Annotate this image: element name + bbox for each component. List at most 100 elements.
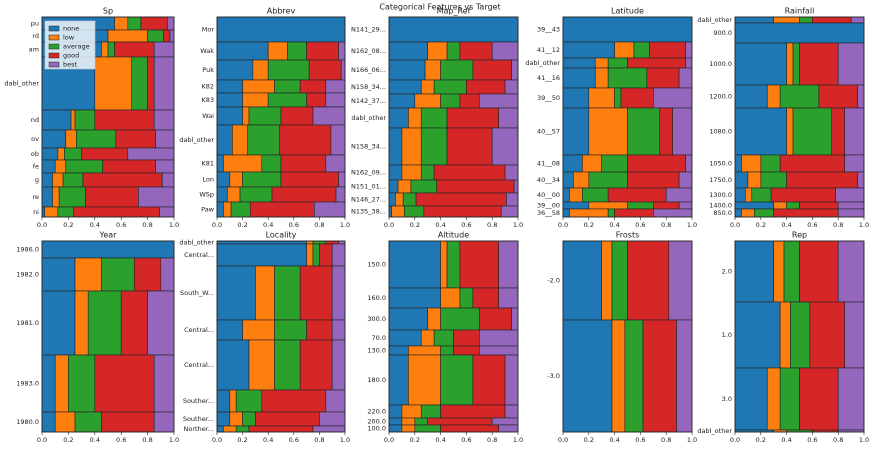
mosaic-segment: [216, 124, 233, 156]
plot-frame: [734, 16, 865, 218]
mosaic-segment: [391, 205, 405, 218]
mosaic-segment: [478, 93, 519, 109]
y-tick-label: 1986.0: [16, 246, 39, 254]
mosaic-segment: [799, 16, 813, 24]
mosaic-segment: [627, 240, 670, 321]
mosaic-segment: [235, 389, 263, 413]
mosaic-segment: [388, 329, 422, 347]
x-tick-label: 0.8: [833, 221, 843, 229]
y-tick-label: 160.0: [367, 294, 386, 302]
mosaic-segment: [835, 187, 865, 203]
mosaic-segment: [614, 87, 622, 109]
y-tick-label: am: [29, 46, 39, 54]
mosaic-segment: [506, 192, 519, 207]
mosaic-segment: [54, 411, 76, 433]
mosaic-segment: [216, 425, 224, 433]
mosaic-segment: [627, 201, 654, 210]
x-tick-label: 1.0: [513, 221, 523, 229]
legend-label: none: [63, 25, 79, 33]
x-tick-label: 0.6: [116, 436, 126, 444]
mosaic-segment: [734, 84, 768, 109]
mosaic-segment: [161, 172, 175, 188]
mosaic-segment: [436, 179, 515, 194]
mosaic-segment: [627, 107, 661, 156]
mosaic-segment: [299, 79, 327, 94]
mosaic-segment: [734, 201, 775, 210]
mosaic-segment: [792, 42, 800, 86]
mosaic-segment: [446, 127, 493, 166]
mosaic-segment: [65, 159, 104, 174]
mosaic-segment: [255, 411, 320, 427]
mosaic-segment: [850, 16, 865, 24]
mosaic-segment: [668, 240, 693, 321]
mosaic-segment: [562, 107, 590, 156]
mosaic-segment: [52, 172, 64, 188]
mosaic-segment: [607, 187, 667, 203]
mosaic-segment: [271, 186, 337, 203]
mosaic-segment: [424, 59, 441, 81]
mosaic-segment: [459, 93, 480, 109]
legend-label: low: [63, 34, 75, 42]
y-tick-label: 1000.0: [709, 60, 732, 68]
mosaic-segment: [216, 339, 250, 391]
mosaic-segment: [741, 208, 755, 218]
mosaic-segment: [388, 16, 519, 43]
mosaic-segment: [216, 201, 224, 218]
mosaic-segment: [837, 367, 865, 431]
mosaic-segment: [249, 201, 315, 218]
y-tick-label: ov: [31, 135, 39, 143]
mosaic-segment: [773, 16, 800, 24]
mosaic-segment: [498, 107, 519, 129]
y-tick-label: 3.0: [722, 395, 732, 403]
subplot-title: Rep: [792, 231, 807, 240]
mosaic-segment: [498, 287, 519, 309]
mosaic-segment: [857, 171, 865, 189]
mosaic-segment: [388, 192, 396, 207]
mosaic-segment: [844, 154, 865, 173]
mosaic-segment: [562, 87, 590, 109]
y-tick-label: N158_34...: [351, 83, 386, 91]
legend-swatch: [48, 25, 60, 32]
mosaic-segment: [216, 106, 243, 126]
mosaic-segment: [818, 84, 858, 109]
y-tick-label: 1750.0: [709, 176, 732, 184]
y-tick-label: 1080.0: [709, 128, 732, 136]
mosaic-segment: [153, 109, 175, 131]
mosaic-segment: [472, 59, 512, 81]
mosaic-segment: [601, 154, 628, 173]
y-tick-label: Puk: [202, 66, 214, 74]
mosaic-segment: [65, 129, 77, 149]
subplot-title: Abbrev: [267, 7, 296, 16]
x-tick-label: 0.2: [584, 436, 594, 444]
x-tick-label: 0.8: [314, 221, 324, 229]
mosaic-segment: [52, 186, 60, 208]
mosaic-segment: [562, 16, 693, 43]
mosaic-segment: [44, 206, 59, 218]
plot-frame: [562, 240, 693, 433]
mosaic-segment: [330, 124, 346, 156]
mosaic-segment: [216, 240, 307, 245]
mosaic-segment: [611, 319, 626, 433]
mosaic-segment: [678, 201, 693, 210]
y-tick-label: Central...: [184, 361, 214, 369]
mosaic-segment: [54, 354, 69, 413]
mosaic-segment: [299, 339, 333, 391]
mosaic-segment: [388, 240, 441, 289]
mosaic-segment: [101, 41, 109, 58]
x-tick-label: 0.6: [807, 221, 817, 229]
mosaic-segment: [562, 41, 615, 59]
mosaic-segment: [401, 164, 422, 181]
mosaic-segment: [799, 201, 839, 210]
mosaic-segment: [466, 79, 506, 95]
mosaic-segment: [147, 29, 164, 43]
mosaic-segment: [242, 319, 275, 341]
x-tick-label: 0.0: [212, 436, 222, 444]
subplot-title: Rainfall: [785, 7, 815, 16]
plot-frame: [216, 240, 346, 433]
mosaic-segment: [388, 93, 416, 109]
mosaic-segment: [401, 404, 422, 419]
mosaic-segment: [147, 56, 155, 111]
mosaic-segment: [607, 57, 628, 69]
mosaic-segment: [582, 187, 609, 203]
mosaic-segment: [82, 172, 163, 188]
